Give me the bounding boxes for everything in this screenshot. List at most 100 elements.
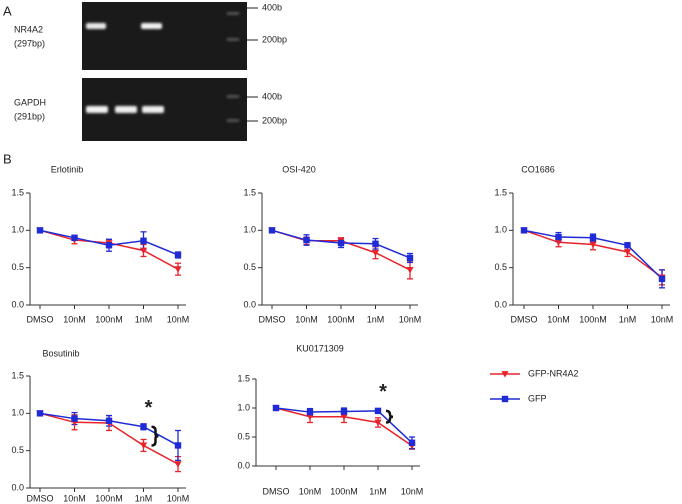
y-tick-label: 0.5 (243, 262, 256, 272)
marker (303, 236, 310, 244)
marker (408, 439, 416, 446)
marker (555, 233, 562, 241)
y-tick-label: 0.0 (11, 482, 24, 492)
gel-image (82, 2, 247, 70)
x-tick-label: DMSO (27, 314, 54, 324)
marker (140, 423, 147, 430)
gel-label: NR4A2 (14, 24, 43, 34)
y-tick-label: 1.0 (11, 225, 24, 235)
x-tick-label: DMSO (259, 314, 286, 324)
chart-title: Erlotinib (51, 164, 84, 174)
marker (589, 241, 597, 249)
x-tick-label: 10nM (167, 314, 190, 324)
gel-band (141, 23, 162, 29)
marker (501, 371, 509, 378)
legend-label: GFP (528, 393, 547, 403)
y-tick-label: 0.5 (494, 262, 507, 272)
y-tick-label: 1.5 (237, 373, 250, 383)
marker-label: 200bp (262, 34, 287, 44)
marker (268, 227, 276, 234)
marker (174, 442, 182, 449)
x-tick-label: 10nM (295, 314, 318, 324)
gel-image (82, 78, 247, 141)
marker (520, 227, 528, 234)
legend-label: GFP-NR4A2 (528, 368, 579, 378)
chart-title: KU0171309 (296, 343, 344, 353)
y-tick-label: 0.5 (11, 262, 24, 272)
significance-star: * (145, 397, 153, 419)
y-tick-label: 1.5 (11, 187, 24, 197)
x-tick-label: 10nM (167, 493, 190, 503)
marker (658, 275, 666, 283)
marker (340, 413, 348, 421)
marker (174, 266, 182, 273)
marker (501, 395, 509, 403)
significance-brace (385, 409, 394, 424)
gel-band (142, 106, 164, 113)
marker (139, 247, 148, 255)
marker (306, 408, 314, 416)
x-tick-label: 100nM (579, 314, 607, 324)
gel-label: GAPDH (14, 97, 46, 107)
panel-label: A (3, 3, 12, 18)
line-chart: Erlotinib 0.0 0.5 1.0 1.5 DMSO 10nM 100nM 1nM 10n… (11, 164, 189, 324)
x-tick-label: 100nM (95, 314, 123, 324)
y-tick-label: 0.0 (11, 299, 24, 309)
marker (406, 267, 414, 274)
y-tick-label: 0.0 (237, 460, 250, 470)
x-tick-label: 1nM (135, 314, 153, 324)
gel-band (86, 23, 106, 29)
x-tick-label: 10nM (299, 486, 322, 496)
marker (306, 413, 314, 421)
line-chart: Bosutinib 0.0 0.5 1.0 1.5 DMSO 10nM 100nM 1nM 10n… (11, 348, 189, 503)
x-tick-label: 1nM (135, 493, 153, 503)
marker (623, 249, 632, 256)
marker (337, 239, 345, 247)
y-tick-label: 1.0 (243, 225, 256, 235)
x-tick-label: 1nM (369, 486, 387, 496)
gel-ladder (227, 95, 239, 98)
gel-ladder (227, 12, 239, 15)
marker-label: 200bp (262, 115, 287, 125)
marker (371, 249, 380, 257)
marker (406, 254, 414, 262)
gel-gapdh: GAPDH (291bp) 400b 200bp (14, 78, 287, 141)
y-tick-label: 0.5 (237, 431, 250, 441)
x-tick-label: 10nM (651, 314, 674, 324)
y-tick-label: 1.5 (11, 370, 24, 380)
x-tick-label: 10nM (399, 314, 422, 324)
x-tick-label: 10nM (63, 493, 86, 503)
y-tick-label: 1.0 (11, 408, 24, 418)
y-tick-label: 1.0 (237, 402, 250, 412)
gel-band (86, 106, 108, 113)
x-tick-label: DMSO (511, 314, 538, 324)
x-tick-label: 100nM (95, 493, 123, 503)
chart-title: OSI-420 (282, 164, 316, 174)
marker (340, 408, 348, 415)
x-tick-label: 10nM (63, 314, 86, 324)
marker-label: 400b (262, 2, 282, 12)
marker (139, 442, 148, 450)
marker (36, 227, 44, 234)
marker (174, 461, 182, 468)
marker (272, 404, 280, 412)
x-tick-label: 1nM (367, 314, 385, 324)
marker (71, 234, 78, 241)
marker (174, 251, 182, 259)
marker (105, 417, 113, 424)
marker (374, 407, 382, 415)
line-chart: CO1686 0.0 0.5 1.0 1.5 DMSO 10nM 100nM 1nM 10nM (494, 164, 673, 324)
gel-size: (291bp) (14, 111, 45, 121)
chart-title: Bosutinib (42, 348, 79, 358)
marker (140, 237, 147, 244)
significance-brace (151, 425, 159, 447)
line-chart: OSI-420 0.0 0.5 1.0 1.5 DMSO 10nM 100nM 1nM 10nM (243, 164, 421, 324)
marker (624, 242, 631, 249)
chart-title: CO1686 (521, 164, 555, 174)
x-tick-label: DMSO (27, 493, 54, 503)
x-tick-label: 10nM (547, 314, 570, 324)
y-tick-label: 0.0 (243, 299, 256, 309)
marker (554, 239, 563, 246)
marker-label: 400b (262, 91, 282, 101)
